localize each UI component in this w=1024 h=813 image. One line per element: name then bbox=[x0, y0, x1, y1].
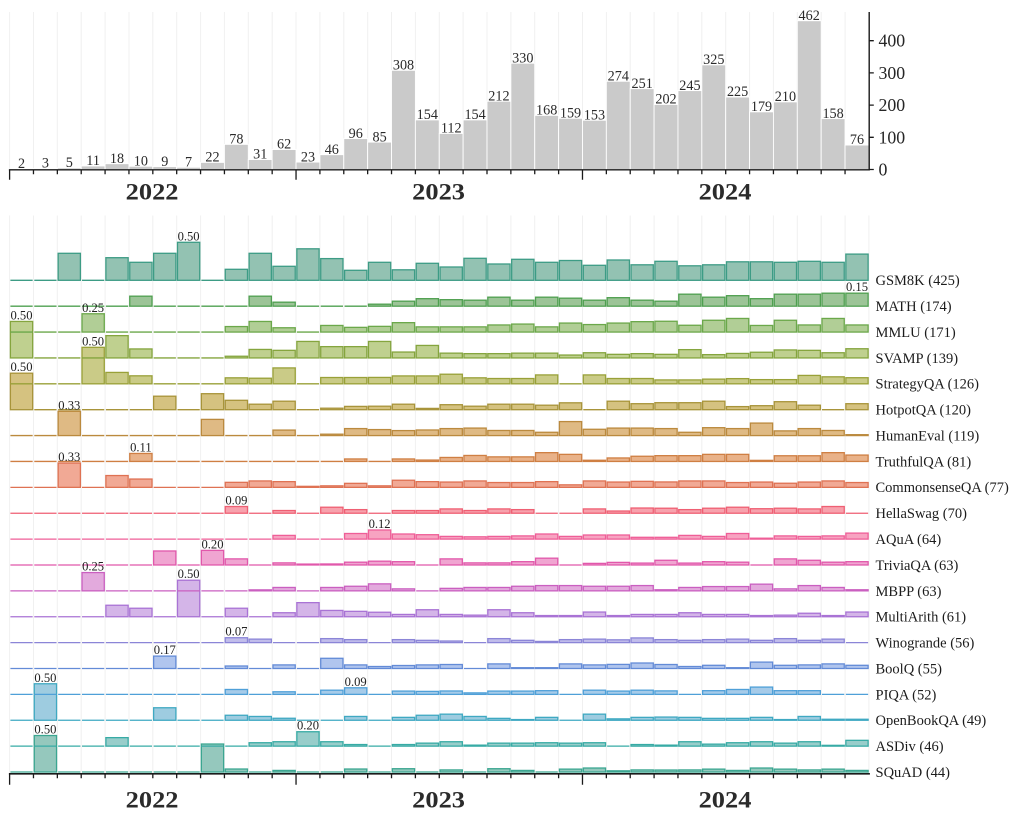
svg-text:7: 7 bbox=[185, 154, 192, 170]
svg-text:0.33: 0.33 bbox=[58, 450, 80, 464]
svg-text:154: 154 bbox=[417, 107, 438, 123]
svg-text:225: 225 bbox=[727, 84, 748, 100]
svg-text:Winogrande (56): Winogrande (56) bbox=[876, 636, 975, 652]
svg-text:112: 112 bbox=[441, 121, 462, 137]
svg-text:96: 96 bbox=[349, 126, 363, 142]
svg-text:200: 200 bbox=[879, 95, 906, 115]
svg-text:MMLU (171): MMLU (171) bbox=[876, 325, 956, 341]
svg-text:HotpotQA (120): HotpotQA (120) bbox=[876, 403, 972, 419]
svg-text:BoolQ (55): BoolQ (55) bbox=[876, 661, 943, 677]
svg-text:10: 10 bbox=[134, 154, 148, 170]
svg-text:153: 153 bbox=[584, 107, 605, 123]
svg-text:0.50: 0.50 bbox=[34, 671, 56, 685]
svg-text:0.50: 0.50 bbox=[82, 334, 104, 348]
svg-text:46: 46 bbox=[325, 142, 339, 158]
svg-text:0: 0 bbox=[879, 160, 888, 180]
svg-text:0.25: 0.25 bbox=[82, 560, 104, 574]
svg-text:9: 9 bbox=[161, 154, 168, 170]
svg-text:0.11: 0.11 bbox=[130, 441, 152, 455]
svg-text:159: 159 bbox=[560, 106, 581, 122]
svg-text:210: 210 bbox=[775, 89, 796, 105]
svg-text:0.07: 0.07 bbox=[225, 625, 247, 639]
svg-text:274: 274 bbox=[608, 69, 629, 85]
svg-text:0.09: 0.09 bbox=[225, 494, 247, 508]
svg-text:0.09: 0.09 bbox=[345, 675, 367, 689]
svg-text:202: 202 bbox=[655, 92, 676, 108]
svg-text:85: 85 bbox=[373, 129, 387, 145]
svg-text:SVAMP (139): SVAMP (139) bbox=[876, 351, 959, 367]
svg-text:18: 18 bbox=[110, 151, 124, 167]
svg-text:2022: 2022 bbox=[126, 788, 179, 813]
svg-text:308: 308 bbox=[393, 58, 414, 74]
svg-text:0.50: 0.50 bbox=[178, 229, 200, 243]
svg-text:400: 400 bbox=[879, 31, 906, 51]
svg-text:2022: 2022 bbox=[126, 179, 179, 204]
svg-text:HellaSwag (70): HellaSwag (70) bbox=[876, 506, 968, 522]
svg-text:AQuA (64): AQuA (64) bbox=[876, 532, 942, 548]
svg-text:0.50: 0.50 bbox=[10, 308, 32, 322]
svg-text:31: 31 bbox=[253, 147, 267, 163]
svg-text:330: 330 bbox=[512, 50, 533, 66]
svg-text:212: 212 bbox=[488, 88, 509, 104]
svg-text:MultiArith (61): MultiArith (61) bbox=[876, 610, 967, 626]
svg-text:0.12: 0.12 bbox=[369, 517, 391, 531]
svg-text:GSM8K (425): GSM8K (425) bbox=[876, 273, 960, 289]
svg-text:11: 11 bbox=[86, 153, 100, 169]
svg-text:251: 251 bbox=[632, 76, 653, 92]
svg-text:158: 158 bbox=[822, 106, 843, 122]
svg-text:22: 22 bbox=[205, 150, 219, 166]
svg-text:0.20: 0.20 bbox=[297, 719, 319, 733]
svg-text:2023: 2023 bbox=[412, 788, 465, 813]
svg-text:0.20: 0.20 bbox=[201, 537, 223, 551]
svg-text:0.50: 0.50 bbox=[10, 360, 32, 374]
svg-text:179: 179 bbox=[751, 99, 772, 115]
svg-text:0.25: 0.25 bbox=[82, 301, 104, 315]
svg-text:HumanEval (119): HumanEval (119) bbox=[876, 429, 980, 445]
svg-text:0.50: 0.50 bbox=[178, 567, 200, 581]
svg-text:2024: 2024 bbox=[699, 788, 752, 813]
svg-text:245: 245 bbox=[679, 78, 700, 94]
svg-text:3: 3 bbox=[42, 156, 49, 172]
svg-text:325: 325 bbox=[703, 52, 724, 68]
svg-text:154: 154 bbox=[464, 107, 485, 123]
svg-text:2024: 2024 bbox=[699, 179, 752, 204]
svg-text:2023: 2023 bbox=[412, 179, 465, 204]
svg-text:76: 76 bbox=[850, 132, 864, 148]
svg-text:0.50: 0.50 bbox=[34, 723, 56, 737]
svg-text:0.33: 0.33 bbox=[58, 398, 80, 412]
svg-text:MBPP (63): MBPP (63) bbox=[876, 584, 942, 600]
svg-text:OpenBookQA (49): OpenBookQA (49) bbox=[876, 713, 987, 729]
svg-text:PIQA (52): PIQA (52) bbox=[876, 687, 937, 703]
svg-text:23: 23 bbox=[301, 149, 315, 165]
svg-text:ASDiv (46): ASDiv (46) bbox=[876, 739, 944, 755]
svg-text:300: 300 bbox=[879, 63, 906, 83]
svg-text:78: 78 bbox=[229, 132, 243, 148]
svg-text:SQuAD (44): SQuAD (44) bbox=[876, 765, 951, 781]
svg-text:62: 62 bbox=[277, 137, 291, 153]
svg-text:CommonsenseQA (77): CommonsenseQA (77) bbox=[876, 480, 1009, 496]
svg-text:100: 100 bbox=[879, 127, 906, 147]
svg-text:TruthfulQA (81): TruthfulQA (81) bbox=[876, 454, 972, 470]
svg-text:462: 462 bbox=[799, 8, 820, 24]
svg-text:0.15: 0.15 bbox=[846, 280, 868, 294]
svg-text:MATH (174): MATH (174) bbox=[876, 299, 952, 315]
svg-text:5: 5 bbox=[66, 155, 73, 171]
svg-text:StrategyQA (126): StrategyQA (126) bbox=[876, 377, 980, 393]
svg-text:168: 168 bbox=[536, 103, 557, 119]
svg-text:2: 2 bbox=[18, 156, 25, 172]
svg-text:TriviaQA (63): TriviaQA (63) bbox=[876, 558, 959, 574]
svg-text:0.17: 0.17 bbox=[154, 643, 176, 657]
